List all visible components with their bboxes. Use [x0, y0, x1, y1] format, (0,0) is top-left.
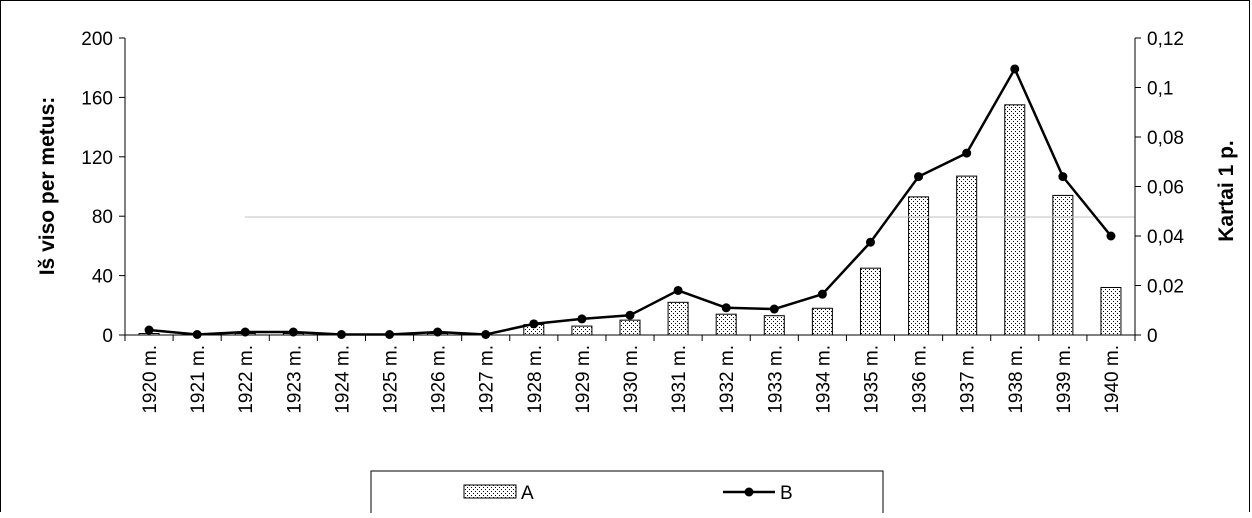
x-tick-label: 1923 m. — [284, 345, 305, 414]
right-axis-ticks: 0 0,02 0,04 0,06 0,08 0,1 0,12 — [1135, 29, 1184, 347]
point-b-1931 — [673, 285, 683, 295]
bar-a-1929 — [571, 325, 593, 336]
x-tick-label: 1937 m. — [958, 345, 979, 414]
point-b-1937 — [962, 148, 972, 158]
right-tick-label: 0,02 — [1147, 277, 1184, 298]
bar-a-1932 — [715, 313, 737, 336]
point-b-1933 — [769, 304, 779, 314]
legend-box — [370, 470, 884, 518]
bar-a-1940 — [1100, 286, 1122, 336]
point-b-1922 — [240, 327, 250, 337]
point-b-1935 — [865, 237, 875, 247]
point-b-1924 — [336, 330, 346, 340]
point-b-1921 — [192, 330, 202, 340]
x-tick-label: 1926 m. — [429, 345, 450, 414]
right-tick-label: 0,08 — [1147, 128, 1184, 149]
bar-a-1939 — [1052, 194, 1074, 336]
right-tick-label: 0,04 — [1147, 227, 1184, 248]
point-b-1929 — [577, 314, 587, 324]
point-b-1932 — [721, 303, 731, 313]
x-tick-label: 1921 m. — [188, 345, 209, 414]
left-axis-label: Iš viso per metus: — [36, 97, 59, 276]
left-tick-label: 200 — [81, 29, 113, 50]
legend-a-swatch — [463, 484, 517, 499]
left-tick-label: 120 — [81, 148, 113, 169]
right-tick-label: 0,12 — [1147, 29, 1184, 50]
bar-a-1930 — [619, 319, 641, 336]
x-tick-label: 1933 m. — [765, 345, 786, 414]
point-b-1927 — [481, 330, 491, 340]
x-tick-label: 1927 m. — [477, 345, 498, 414]
point-b-1930 — [625, 310, 635, 320]
left-axis-ticks: 0 40 80 120 160 200 — [81, 29, 125, 347]
right-tick-label: 0,06 — [1147, 178, 1184, 199]
x-tick-label: 1930 m. — [621, 345, 642, 414]
x-tick-label: 1938 m. — [1006, 345, 1027, 414]
x-tick-label: 1932 m. — [717, 345, 738, 414]
left-tick-label: 40 — [92, 267, 113, 288]
left-tick-label: 80 — [92, 207, 113, 228]
point-b-1923 — [288, 327, 298, 337]
x-axis-ticks: 1920 m. 1921 m. 1922 m. 1923 m. 1924 m. 1925 … — [124, 335, 1136, 414]
bar-a-1937 — [956, 175, 978, 336]
right-tick-label: 0 — [1147, 326, 1158, 347]
point-b-1926 — [433, 327, 443, 337]
x-tick-label: 1929 m. — [573, 345, 594, 414]
line-series-b — [144, 64, 1116, 340]
left-tick-label: 0 — [102, 326, 113, 347]
point-b-1920 — [144, 325, 154, 335]
x-tick-label: 1934 m. — [813, 345, 834, 414]
bar-a-1934 — [811, 307, 833, 336]
x-tick-label: 1940 m. — [1102, 345, 1123, 414]
legend-a-label: A — [521, 483, 534, 504]
right-axis-label: Kartai 1 p. — [1215, 140, 1238, 242]
axes — [124, 38, 1136, 336]
bar-a-1935 — [859, 267, 881, 336]
bar-series-a — [138, 104, 1122, 336]
legend: A B — [370, 470, 884, 518]
x-tick-label: 1920 m. — [140, 345, 161, 414]
x-tick-label: 1922 m. — [236, 345, 257, 414]
right-tick-label: 0,1 — [1147, 79, 1173, 100]
point-b-1939 — [1058, 172, 1068, 182]
point-b-1934 — [817, 289, 827, 299]
point-b-1938 — [1010, 64, 1020, 74]
x-tick-label: 1924 m. — [332, 345, 353, 414]
x-tick-label: 1928 m. — [525, 345, 546, 414]
legend-b-label: B — [780, 483, 793, 504]
x-tick-label: 1935 m. — [861, 345, 882, 414]
bar-a-1931 — [667, 301, 689, 336]
point-b-1936 — [914, 172, 924, 182]
legend-b-marker — [744, 487, 754, 497]
x-tick-label: 1931 m. — [669, 345, 690, 414]
bar-a-1933 — [763, 315, 785, 336]
point-b-1925 — [385, 330, 395, 340]
point-b-1928 — [529, 319, 539, 329]
bar-a-1936 — [908, 196, 930, 336]
left-tick-label: 160 — [81, 88, 113, 109]
bar-a-1938 — [1004, 104, 1026, 336]
x-tick-label: 1936 m. — [910, 345, 931, 414]
point-b-1940 — [1106, 231, 1116, 241]
x-tick-label: 1925 m. — [381, 345, 402, 414]
x-tick-label: 1939 m. — [1054, 345, 1075, 414]
